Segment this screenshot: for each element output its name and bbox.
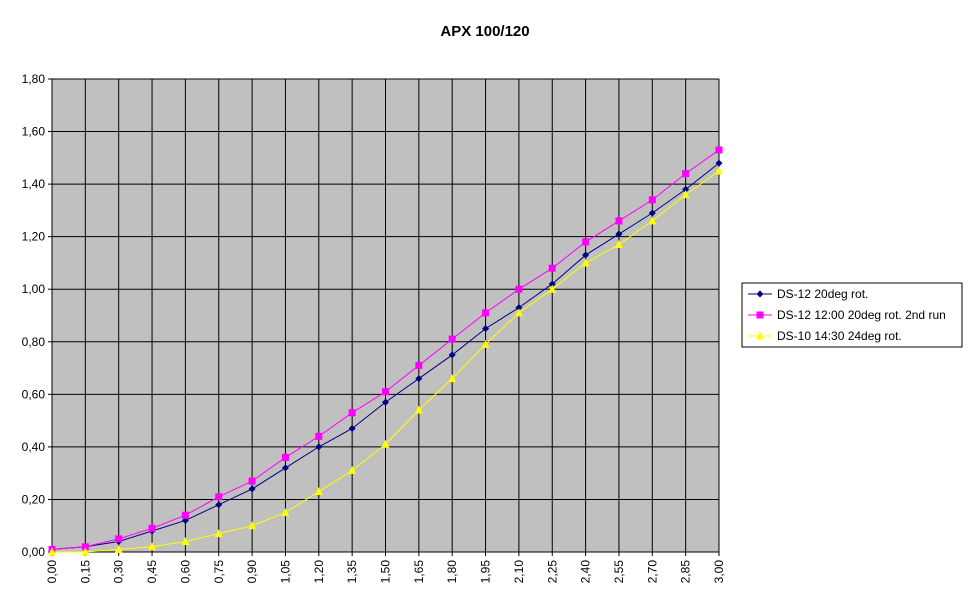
marker	[381, 439, 390, 448]
marker	[615, 217, 623, 225]
marker	[548, 264, 556, 272]
marker	[614, 240, 623, 249]
legend	[741, 282, 963, 348]
marker	[248, 477, 256, 485]
x-tick-label: 0,45	[145, 560, 159, 584]
x-tick-label: 0,60	[178, 560, 192, 584]
marker	[615, 230, 623, 238]
marker	[415, 375, 423, 383]
y-tick-label: 0,40	[22, 440, 46, 454]
marker	[81, 543, 89, 551]
y-tick-label: 1,00	[22, 282, 46, 296]
marker	[248, 521, 257, 530]
marker	[315, 443, 323, 451]
marker	[448, 351, 456, 359]
marker	[348, 466, 357, 475]
x-tick-label: 0,90	[245, 560, 259, 584]
marker	[181, 536, 190, 545]
marker	[648, 209, 656, 217]
x-tick-label: 0,00	[45, 560, 59, 584]
x-tick-label: 2,40	[579, 560, 593, 584]
x-tick-label: 3,00	[712, 560, 726, 584]
y-tick-label: 1,80	[22, 72, 46, 86]
x-tick-label: 2,55	[612, 560, 626, 584]
x-tick-label: 2,85	[679, 560, 693, 584]
x-tick-label: 2,70	[645, 560, 659, 584]
x-tick-label: 1,35	[345, 560, 359, 584]
marker	[382, 388, 389, 396]
x-tick-label: 1,65	[412, 560, 426, 584]
marker	[281, 464, 289, 472]
marker	[582, 238, 590, 246]
marker	[715, 159, 723, 167]
marker	[348, 409, 356, 417]
y-tick-label: 1,20	[22, 230, 46, 244]
marker	[215, 493, 223, 501]
marker	[682, 170, 690, 178]
x-tick-label: 1,05	[278, 560, 292, 584]
y-tick-label: 1,40	[22, 177, 46, 191]
marker	[548, 280, 556, 288]
marker	[214, 529, 223, 538]
marker	[481, 339, 490, 348]
marker	[756, 290, 764, 298]
marker	[414, 405, 423, 414]
marker	[115, 535, 123, 543]
marker	[515, 285, 523, 293]
marker	[314, 487, 323, 496]
y-tick-label: 0,60	[22, 387, 46, 401]
marker	[415, 361, 423, 369]
marker	[448, 335, 456, 343]
marker	[756, 331, 764, 340]
x-tick-label: 0,15	[78, 560, 92, 584]
marker	[248, 485, 256, 493]
marker	[756, 311, 764, 319]
marker	[482, 309, 490, 317]
legend-label: DS-10 14:30 24deg rot.	[777, 329, 902, 343]
marker	[482, 325, 490, 333]
marker	[681, 190, 690, 199]
x-tick-label: 1,80	[445, 560, 459, 584]
marker	[582, 251, 590, 259]
marker	[81, 547, 90, 556]
marker	[348, 424, 356, 432]
x-tick-label: 1,20	[312, 560, 326, 584]
marker	[382, 398, 389, 406]
marker	[548, 284, 557, 293]
marker	[648, 216, 657, 225]
legend-label: DS-12 20deg rot.	[777, 287, 868, 301]
marker	[315, 432, 323, 440]
marker	[715, 166, 723, 175]
x-tick-label: 1,50	[379, 560, 393, 584]
chart-title: APX 100/120	[440, 23, 529, 40]
marker	[181, 516, 189, 524]
marker	[215, 501, 223, 509]
y-tick-label: 1,60	[22, 125, 46, 139]
x-tick-label: 1,95	[479, 560, 493, 584]
marker	[715, 146, 723, 154]
marker	[515, 304, 523, 312]
marker	[682, 185, 690, 193]
x-tick-label: 0,75	[212, 560, 226, 584]
marker	[148, 542, 157, 551]
x-tick-label: 2,10	[512, 560, 526, 584]
marker	[648, 196, 656, 204]
marker	[581, 258, 590, 267]
marker	[181, 511, 189, 519]
x-tick-label: 0,30	[112, 560, 126, 584]
marker	[48, 547, 56, 556]
y-tick-label: 0,80	[22, 335, 46, 349]
legend-label: DS-12 12:00 20deg rot. 2nd run	[777, 308, 946, 322]
x-tick-label: 2,25	[545, 560, 559, 584]
y-tick-label: 0,00	[22, 545, 46, 559]
marker	[514, 308, 523, 317]
y-tick-label: 0,20	[22, 492, 46, 506]
marker	[448, 374, 457, 383]
marker	[281, 453, 289, 461]
marker	[281, 508, 290, 517]
marker	[148, 524, 156, 532]
marker	[114, 544, 123, 553]
